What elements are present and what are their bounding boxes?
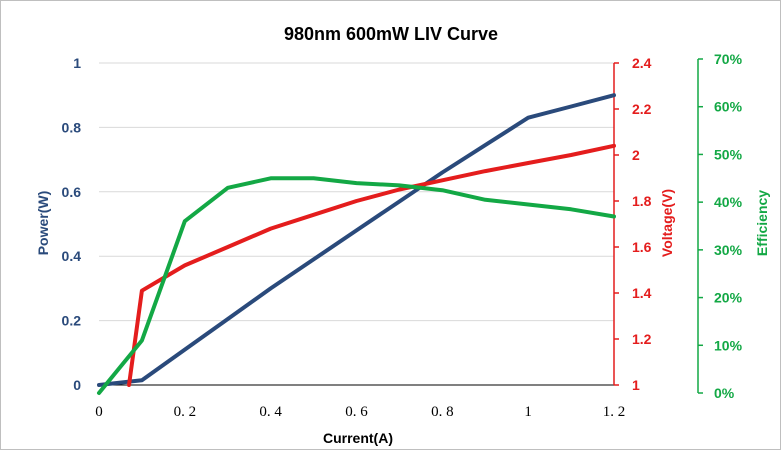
efficiency-line [97,176,616,395]
x-tick-label-3: 0. 6 [345,404,368,420]
x-tick-label-0: 0 [95,404,103,420]
voltage-tick-label-3: 1.6 [632,239,652,255]
x-tick-label-6: 1. 2 [603,404,626,420]
power-tick-label-5: 1 [73,55,81,71]
x-tick-label-4: 0. 8 [431,404,454,420]
axes [99,58,703,394]
voltage-tick-label-7: 2.4 [632,55,652,71]
voltage-tick-label-2: 1.4 [632,285,652,301]
voltage-tick-label-5: 2 [632,147,640,163]
series-group [97,93,616,395]
efficiency-tick-label-3: 30% [714,242,743,258]
efficiency-tick-label-5: 50% [714,146,743,162]
efficiency-tick-label-7: 70% [714,51,743,67]
x-tick-label-1: 0. 2 [174,404,197,420]
voltage-tick-label-0: 1 [632,377,640,393]
efficiency-tick-label-6: 60% [714,99,743,115]
efficiency-tick-label-0: 0% [714,385,735,401]
voltage-tick-label-1: 1.2 [632,331,652,347]
voltage-tick-label-6: 2.2 [632,101,652,117]
y-axis-label-voltage: Voltage(V) [659,189,675,257]
ticks-group: 0 0. 2 0. 4 0. 6 0. 8 1 1. 2 0 0.2 0.4 0.6 0.8 1 1 1.2… [62,51,743,420]
power-tick-label-3: 0.6 [62,184,82,200]
power-line [97,93,616,387]
grid [99,62,614,322]
x-tick-label-5: 1 [524,404,532,420]
power-tick-label-0: 0 [73,377,81,393]
y-axis-label-power: Power(W) [35,191,51,256]
x-tick-label-2: 0. 4 [259,404,282,420]
power-tick-label-4: 0.8 [62,119,82,135]
efficiency-tick-label-1: 10% [714,337,743,353]
y-axis-label-efficiency: Efficiency [754,190,770,256]
power-tick-label-1: 0.2 [62,313,82,329]
efficiency-tick-label-4: 40% [714,194,743,210]
voltage-line [127,143,616,387]
chart-title: 980nm 600mW LIV Curve [284,24,498,44]
efficiency-tick-label-2: 20% [714,290,743,306]
power-tick-label-2: 0.4 [62,248,82,264]
voltage-tick-label-4: 1.8 [632,193,652,209]
x-axis-label: Current(A) [323,430,393,446]
